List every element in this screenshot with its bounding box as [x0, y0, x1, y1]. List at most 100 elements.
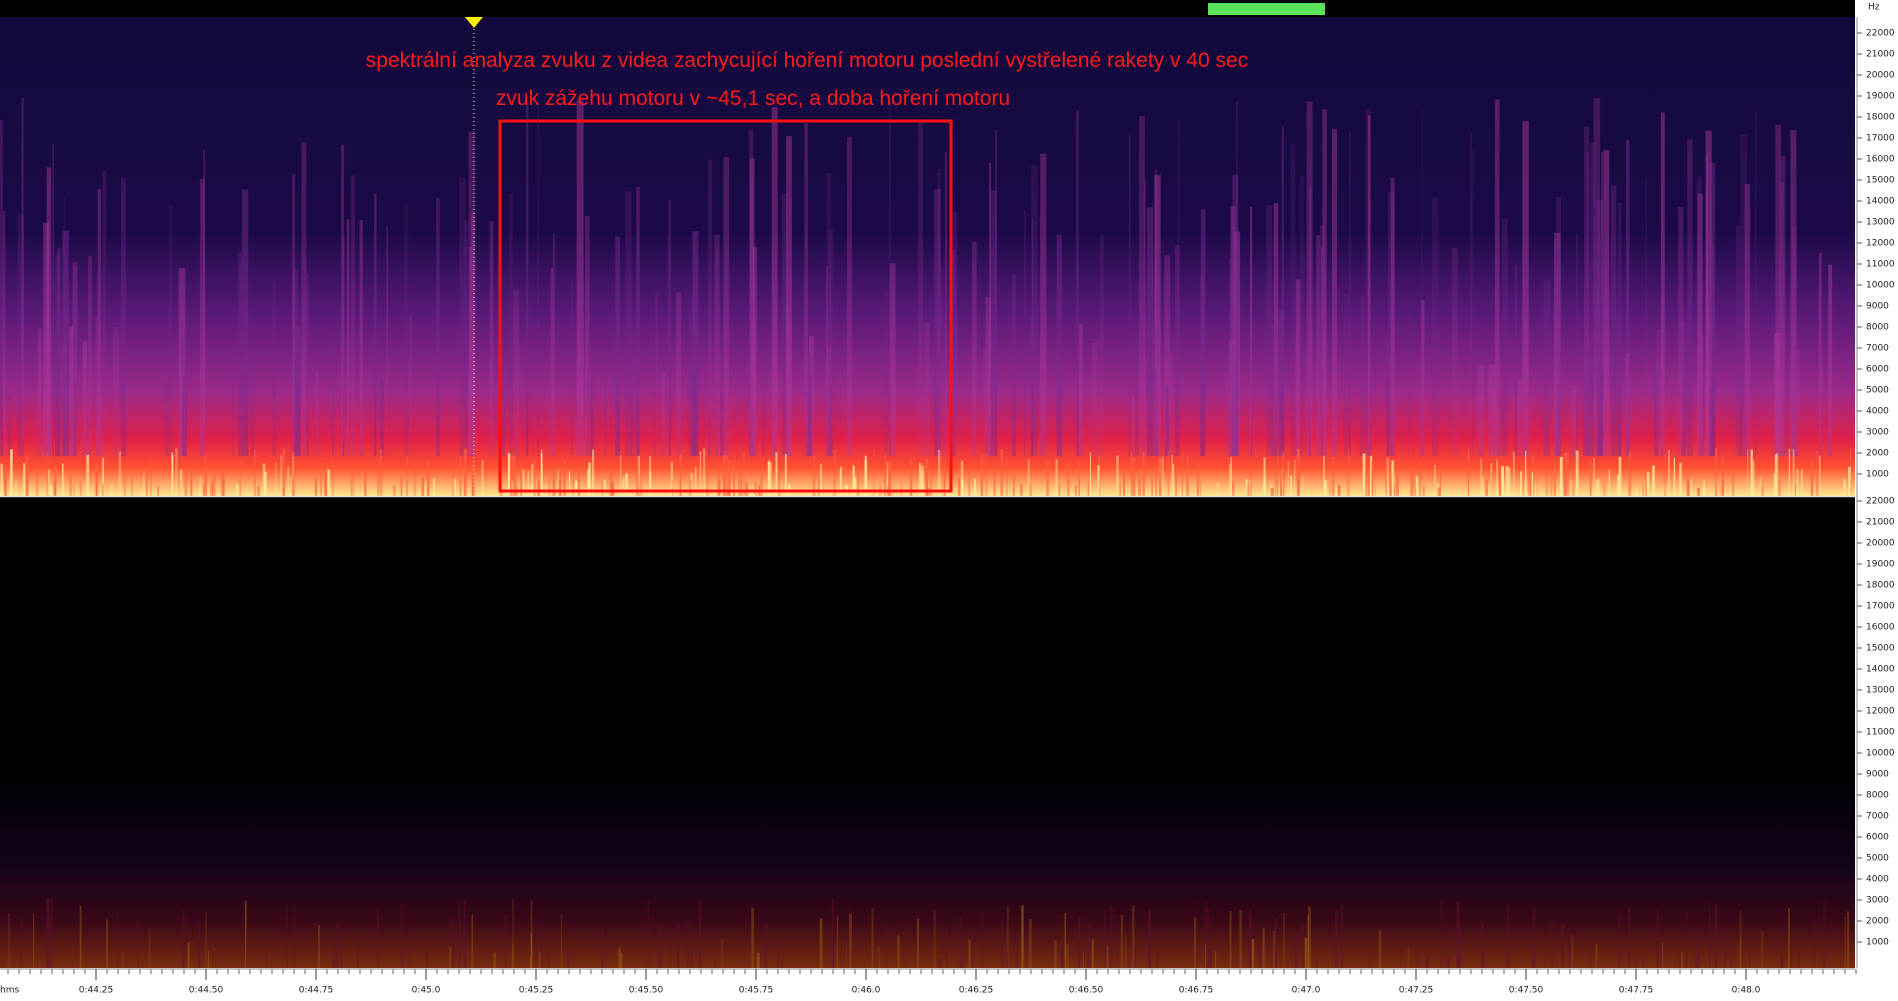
streak-hot	[178, 486, 180, 496]
streak	[238, 252, 243, 456]
streak-hot	[35, 465, 39, 496]
frequency-tick-label: 15000	[1866, 644, 1895, 654]
streak	[32, 913, 35, 968]
streak	[403, 206, 409, 456]
streak-hot	[1362, 453, 1366, 496]
streak-hot	[980, 457, 982, 496]
streak	[971, 933, 973, 968]
streak-hot	[29, 485, 31, 496]
streak	[809, 336, 814, 456]
streak-hot	[639, 466, 643, 496]
streak-hot	[1496, 459, 1498, 496]
time-tick-label: 0:46.50	[1069, 986, 1104, 996]
streak-hot	[1439, 464, 1441, 496]
cursor-marker-top[interactable]	[465, 17, 483, 28]
streak-hot	[1668, 450, 1670, 496]
streak	[1522, 121, 1529, 457]
streak	[1208, 946, 1212, 968]
streak	[1686, 911, 1688, 968]
streak	[96, 395, 103, 456]
streak	[470, 211, 476, 456]
streak	[182, 910, 185, 968]
streak	[1251, 335, 1253, 456]
streak-hot	[413, 461, 417, 496]
frequency-tick-label: 18000	[1866, 113, 1895, 123]
streak-hot	[537, 481, 541, 496]
streak-hot	[1559, 456, 1563, 496]
streak-hot	[69, 475, 72, 496]
streak	[318, 924, 320, 968]
streak-hot	[957, 477, 961, 496]
streak	[962, 954, 965, 968]
streak-hot	[1058, 484, 1061, 496]
streak	[538, 952, 542, 968]
streak	[1304, 937, 1308, 968]
streak-hot	[254, 448, 256, 496]
streak-hot	[548, 474, 551, 496]
streak-hot	[974, 478, 976, 496]
streak	[1626, 140, 1630, 456]
streak	[493, 952, 497, 968]
streak	[751, 907, 754, 968]
streak	[1823, 902, 1826, 968]
streak-hot	[784, 454, 787, 496]
streak-hot	[637, 455, 640, 496]
streak	[1709, 388, 1716, 456]
streak	[350, 175, 356, 456]
streak	[1065, 944, 1069, 968]
streak	[1091, 342, 1098, 456]
frequency-tick-label: 5000	[1866, 386, 1889, 396]
streak-hot	[175, 448, 178, 496]
streak	[1307, 906, 1311, 968]
streak	[342, 237, 345, 456]
streak-hot	[601, 481, 604, 496]
streak	[819, 918, 823, 968]
streak	[1295, 279, 1301, 456]
streak-hot	[1385, 472, 1387, 496]
streak	[620, 952, 623, 968]
streak-hot	[400, 477, 403, 496]
spectrogram-channel-1	[0, 17, 1855, 496]
streak	[878, 946, 880, 968]
streak-hot	[648, 471, 652, 496]
streak-hot	[1522, 461, 1524, 496]
streak	[1421, 300, 1425, 456]
streak	[1271, 324, 1279, 456]
streak	[265, 953, 268, 968]
streak-hot	[1775, 452, 1779, 496]
streak-hot	[54, 464, 56, 496]
streak	[1040, 153, 1047, 456]
streak	[1554, 370, 1558, 456]
streak	[1087, 922, 1090, 968]
streak	[1322, 109, 1327, 457]
streak-hot	[1294, 459, 1296, 496]
streak	[1654, 360, 1659, 456]
streak	[181, 325, 187, 456]
time-axis	[0, 968, 1898, 1001]
frequency-tick-label: 21000	[1866, 518, 1895, 528]
streak-hot	[717, 463, 720, 496]
streak-hot	[1006, 457, 1008, 496]
streak	[529, 957, 532, 968]
streak-hot	[1337, 485, 1341, 496]
streak-hot	[1142, 452, 1146, 496]
streak	[1128, 133, 1131, 456]
time-tick-label: 0:47.0	[1292, 986, 1321, 996]
streak-hot	[86, 454, 90, 496]
time-tick-label: 0:46.25	[959, 986, 994, 996]
streak	[1116, 936, 1118, 968]
streak-hot	[1702, 487, 1706, 496]
streak	[836, 915, 839, 968]
streak	[1739, 910, 1742, 968]
streak	[1426, 955, 1429, 968]
streak	[1214, 951, 1217, 968]
streak	[1847, 911, 1850, 968]
streak	[292, 174, 296, 457]
streak-hot	[331, 455, 334, 496]
streak	[941, 269, 944, 456]
frequency-tick-label: 19000	[1866, 560, 1895, 570]
streak-hot	[1816, 474, 1818, 496]
overview-selection[interactable]	[1208, 3, 1325, 15]
streak	[1795, 349, 1801, 456]
streak-hot	[1247, 481, 1250, 496]
